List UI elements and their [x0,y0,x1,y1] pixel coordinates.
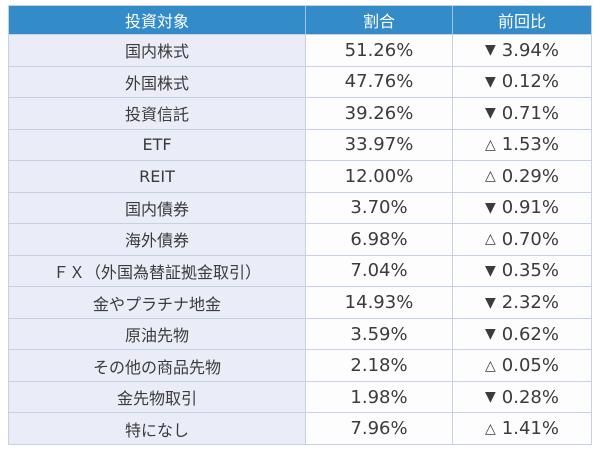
row-target: REIT [9,161,306,192]
row-change: ▼ 0.35% [453,255,591,287]
investment-allocation-table: 投資対象 割合 前回比 国内株式 51.26% ▼ 3.94% 外国株式 47.7… [8,5,592,445]
row-change: △ 0.29% [453,161,591,192]
row-change: ▼ 3.94% [453,35,591,66]
row-change: △ 1.53% [453,129,591,161]
row-target: 特になし [9,413,306,444]
table-row: 原油先物 3.59% ▼ 0.62% [9,317,591,350]
table-row: その他の商品先物 2.18% △ 0.05% [9,349,591,381]
row-target: 国内債券 [9,192,306,224]
table-row: 国内債券 3.70% ▼ 0.91% [9,191,591,224]
change-value: 0.29% [501,165,559,187]
change-value: 3.94% [501,39,559,61]
row-ratio: 6.98% [306,224,453,255]
header-ratio: 割合 [306,6,453,34]
row-target: ＦＸ（外国為替証拠金取引） [9,255,306,287]
change-value: 1.53% [501,134,559,156]
triangle-down-icon: ▼ [485,199,496,216]
table-row: 国内株式 51.26% ▼ 3.94% [9,34,591,66]
row-change: △ 0.05% [453,350,591,381]
change-value: 0.70% [501,228,559,250]
row-change: ▼ 0.62% [453,318,591,350]
row-change: ▼ 0.12% [453,66,591,98]
row-target: 原油先物 [9,318,306,350]
row-target: 国内株式 [9,35,306,66]
row-target: 金やプラチナ地金 [9,287,306,318]
table-row: 特になし 7.96% △ 1.41% [9,412,591,444]
change-value: 0.62% [501,323,559,345]
triangle-up-icon: △ [485,168,496,185]
row-ratio: 14.93% [306,287,453,318]
change-value: 0.05% [501,355,559,377]
table-row: ETF 33.97% △ 1.53% [9,128,591,161]
row-target: 投資信託 [9,98,306,129]
row-target: その他の商品先物 [9,350,306,381]
header-change: 前回比 [497,12,546,31]
change-value: 0.71% [501,102,559,124]
row-change: △ 1.41% [453,413,591,444]
table-row: 外国株式 47.76% ▼ 0.12% [9,65,591,98]
row-change: ▼ 0.91% [453,192,591,224]
row-ratio: 47.76% [306,66,453,98]
triangle-down-icon: ▼ [485,73,496,90]
change-value: 0.28% [501,386,559,408]
table-row: 金先物取引 1.98% ▼ 0.28% [9,380,591,413]
row-target: ETF [9,129,306,161]
row-ratio: 7.04% [306,255,453,287]
table-body: 国内株式 51.26% ▼ 3.94% 外国株式 47.76% ▼ 0.12% 投資… [9,34,591,444]
triangle-up-icon: △ [485,136,496,153]
triangle-down-icon: ▼ [485,42,496,59]
row-ratio: 1.98% [306,381,453,413]
triangle-up-icon: △ [485,231,496,248]
row-ratio: 2.18% [306,350,453,381]
row-target: 金先物取引 [9,381,306,413]
table-header-row: 投資対象 割合 前回比 [9,6,591,34]
change-value: 1.41% [501,418,559,440]
change-value: 2.32% [501,292,559,314]
row-change: ▼ 0.71% [453,98,591,129]
row-target: 外国株式 [9,66,306,98]
triangle-down-icon: ▼ [485,294,496,311]
row-ratio: 3.59% [306,318,453,350]
table-row: ＦＸ（外国為替証拠金取引） 7.04% ▼ 0.35% [9,254,591,287]
table-row: 投資信託 39.26% ▼ 0.71% [9,97,591,129]
row-change: △ 0.70% [453,224,591,255]
header-target: 投資対象 [9,6,306,34]
row-ratio: 3.70% [306,192,453,224]
triangle-down-icon: ▼ [485,105,496,122]
triangle-up-icon: △ [485,357,496,374]
triangle-down-icon: ▼ [485,389,496,406]
row-ratio: 12.00% [306,161,453,192]
change-value: 0.91% [501,197,559,219]
triangle-down-icon: ▼ [485,326,496,343]
triangle-down-icon: ▼ [485,262,496,279]
table-row: 海外債券 6.98% △ 0.70% [9,223,591,255]
change-value: 0.12% [501,71,559,93]
table-row: 金やプラチナ地金 14.93% ▼ 2.32% [9,286,591,318]
triangle-up-icon: △ [485,420,496,437]
row-ratio: 39.26% [306,98,453,129]
row-change: ▼ 0.28% [453,381,591,413]
row-ratio: 51.26% [306,35,453,66]
row-target: 海外債券 [9,224,306,255]
table-row: REIT 12.00% △ 0.29% [9,160,591,192]
row-ratio: 33.97% [306,129,453,161]
change-value: 0.35% [501,260,559,282]
row-ratio: 7.96% [306,413,453,444]
row-change: ▼ 2.32% [453,287,591,318]
